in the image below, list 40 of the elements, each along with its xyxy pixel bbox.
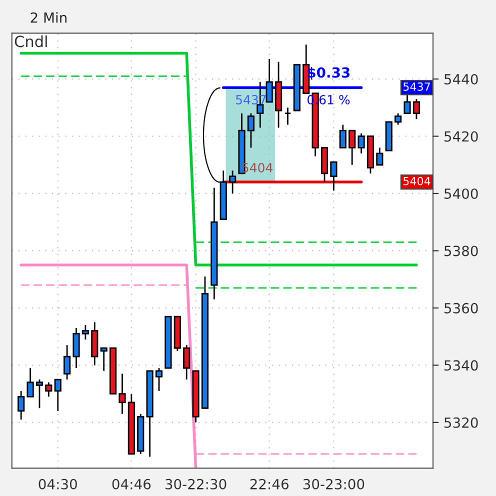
candlestick xyxy=(18,390,25,420)
annotation: Cndl xyxy=(14,35,47,48)
y-tick-label: 5340 xyxy=(444,360,478,371)
candlestick xyxy=(100,347,108,372)
y-tick-label: 5440 xyxy=(444,74,478,84)
candlestick xyxy=(339,124,346,148)
y-tick-label: 5320 xyxy=(444,417,478,428)
x-tick-label: 22:46 xyxy=(250,478,288,490)
candlestick xyxy=(45,382,52,398)
candlestick xyxy=(229,170,236,194)
annotation: 5404 xyxy=(403,176,430,186)
candlestick xyxy=(247,112,255,148)
y-tick-label: 5400 xyxy=(444,188,478,199)
candlestick xyxy=(376,147,384,166)
y-tick-label: 5380 xyxy=(444,246,478,256)
candlestick xyxy=(155,367,163,392)
candlestick xyxy=(26,367,34,398)
candlestick xyxy=(72,327,80,369)
candlestick xyxy=(54,378,62,412)
candlestick xyxy=(183,344,190,380)
candlestick xyxy=(284,106,292,126)
candlestick xyxy=(36,378,44,409)
candlestick xyxy=(118,373,126,415)
x-tick-label: 04:46 xyxy=(112,478,151,490)
annotation: 5437 xyxy=(403,82,430,91)
candlestick xyxy=(412,98,420,120)
candlestick xyxy=(404,92,411,114)
chart-title: 2 Min xyxy=(30,12,66,23)
x-tick-label: 30-22:30 xyxy=(165,478,226,490)
candlestick xyxy=(348,130,356,166)
x-tick-label: 04:30 xyxy=(38,478,77,490)
candlestick xyxy=(394,112,402,126)
y-tick-label: 5420 xyxy=(444,131,478,142)
candlestick xyxy=(266,58,273,103)
x-tick-label: 30-23:00 xyxy=(303,478,364,490)
candlestick xyxy=(358,132,365,154)
candlestick xyxy=(64,344,71,380)
y-tick-label: 5360 xyxy=(444,302,478,314)
candlestick xyxy=(82,324,90,340)
candlestick xyxy=(330,161,338,192)
